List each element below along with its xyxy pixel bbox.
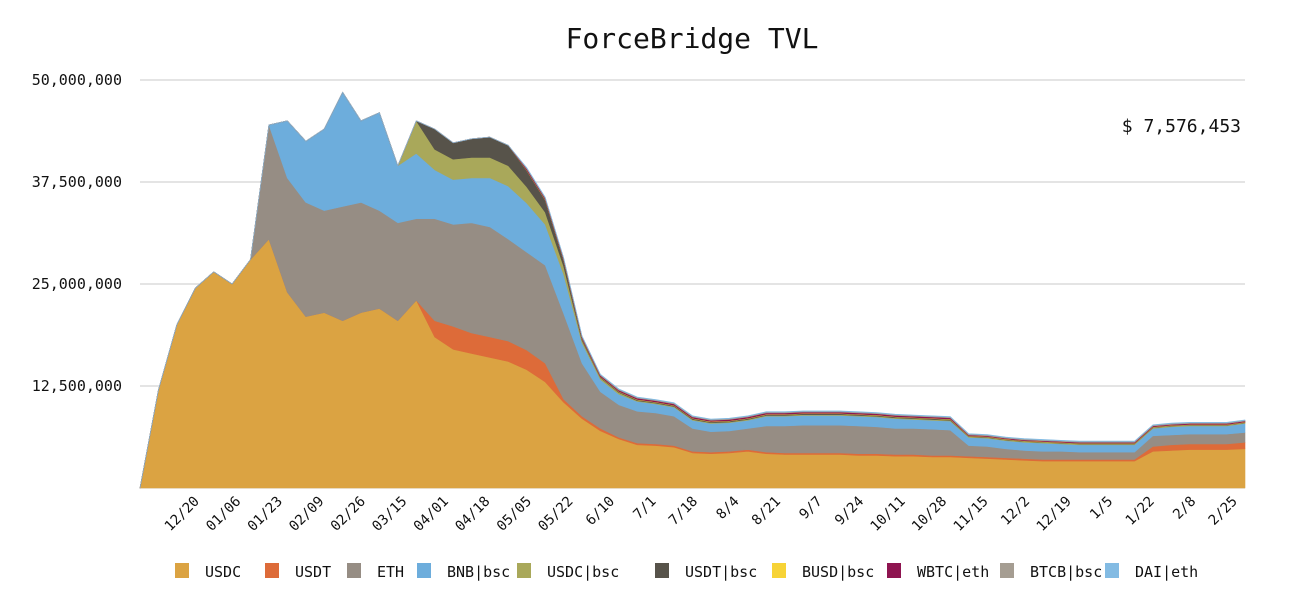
x-tick-label: 7/18 [666, 494, 701, 529]
x-tick-label: 12/19 [1034, 494, 1075, 535]
x-tick-label: 03/15 [369, 494, 410, 535]
legend-swatch [887, 563, 901, 578]
x-tick-label: 04/18 [452, 494, 493, 535]
legend-swatch [772, 563, 786, 578]
legend-swatch [655, 563, 669, 578]
legend-item[interactable]: USDC [175, 563, 241, 581]
x-tick-label: 11/15 [951, 494, 992, 535]
x-tick-label: 01/06 [203, 494, 244, 535]
legend-swatch [517, 563, 531, 578]
y-tick-label: 50,000,000 [32, 71, 122, 89]
legend-item[interactable]: USDT [265, 563, 331, 581]
legend-label: BTCB|bsc [1030, 563, 1102, 581]
total-value-annotation: $ 7,576,453 [1121, 116, 1241, 137]
legend-item[interactable]: ETH [347, 563, 404, 581]
legend-label: USDC [205, 563, 241, 581]
x-tick-label: 2/25 [1206, 494, 1241, 529]
x-tick-label: 10/11 [868, 494, 909, 535]
legend-swatch [265, 563, 279, 578]
x-tick-label: 1/5 [1087, 494, 1116, 523]
x-tick-label: 8/21 [749, 494, 784, 529]
x-tick-label: 10/28 [909, 494, 950, 535]
x-tick-label: 02/26 [328, 494, 369, 535]
legend-label: USDC|bsc [547, 563, 619, 581]
legend-label: DAI|eth [1135, 563, 1198, 581]
legend-label: BNB|bsc [447, 563, 510, 581]
x-tick-label: 2/8 [1170, 494, 1199, 523]
x-tick-label: 9/24 [832, 494, 867, 529]
legend-item[interactable]: BUSD|bsc [772, 563, 874, 581]
x-tick-label: 04/01 [411, 494, 452, 535]
legend-swatch [175, 563, 189, 578]
legend-item[interactable]: WBTC|eth [887, 563, 989, 581]
legend-item[interactable]: USDT|bsc [655, 563, 757, 581]
legend-label: USDT|bsc [685, 563, 757, 581]
x-tick-label: 05/22 [535, 494, 576, 535]
legend-label: ETH [377, 563, 404, 581]
legend-swatch [1000, 563, 1014, 578]
x-tick-label: 05/05 [494, 494, 535, 535]
legend-swatch [1105, 563, 1119, 578]
chart-title: ForceBridge TVL [565, 22, 819, 55]
legend-label: WBTC|eth [917, 563, 989, 581]
legend-label: USDT [295, 563, 331, 581]
y-tick-label: 37,500,000 [32, 173, 122, 191]
x-tick-label: 12/2 [998, 494, 1033, 529]
legend-swatch [347, 563, 361, 578]
legend-item[interactable]: USDC|bsc [517, 563, 619, 581]
x-tick-label: 8/4 [713, 494, 742, 523]
x-tick-label: 01/23 [245, 494, 286, 535]
y-tick-label: 12,500,000 [32, 377, 122, 395]
legend-item[interactable]: BNB|bsc [417, 563, 510, 581]
y-tick-label: 25,000,000 [32, 275, 122, 293]
area-series-dai-eth [139, 91, 1246, 489]
legend-swatch [417, 563, 431, 578]
x-tick-label: 12/20 [162, 494, 203, 535]
x-tick-label: 02/09 [286, 494, 327, 535]
x-tick-label: 7/1 [630, 494, 659, 523]
legend-item[interactable]: BTCB|bsc [1000, 563, 1102, 581]
x-tick-label: 6/10 [583, 494, 618, 529]
legend-label: BUSD|bsc [802, 563, 874, 581]
legend-item[interactable]: DAI|eth [1105, 563, 1198, 581]
x-tick-label: 1/22 [1123, 494, 1158, 529]
x-tick-label: 9/7 [796, 494, 825, 523]
